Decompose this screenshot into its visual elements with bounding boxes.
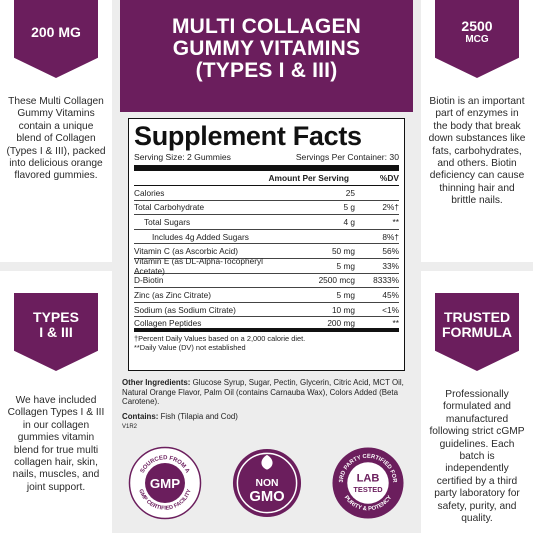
nutrient-dv: 45% [382,289,399,300]
trusted-badge-line2: FORMULA [442,324,512,340]
nutrient-amount: 2500 mcg [318,275,355,286]
facts-rows: Calories 25 Total Carbohydrate 5 g 2%† Total … [134,186,399,332]
trusted-formula-badge: TRUSTED FORMULA [435,293,519,371]
nutrient-name: D-Biotin [134,275,164,286]
right-bottom-panel: TRUSTED FORMULA Professionally formulate… [421,271,533,533]
other-ingredients: Other Ingredients: Glucose Syrup, Sugar,… [122,378,410,433]
biotin-badge-unit: MCG [465,34,489,45]
footnote-dv: †Percent Daily Values based on a 2,000 c… [134,333,306,343]
serving-size: Serving Size: 2 Gummies [134,152,231,162]
nutrient-amount: 5 mg [336,260,355,271]
contains-label: Contains: [122,411,159,421]
nutrient-name: Vitamin E (as DL-Alpha-Tocopheryl Acetat… [134,255,263,276]
biotin-badge: 2500 MCG [435,0,519,78]
nutrient-name: Zinc (as Zinc Citrate) [134,289,211,300]
servings-per-container: Servings Per Container: 30 [295,152,399,162]
facts-footnote: †Percent Daily Values based on a 2,000 c… [134,332,399,352]
other-ingredients-label: Other Ingredients: [122,378,191,387]
facts-row: Total Sugars 4 g ** [134,215,399,230]
facts-row: Zinc (as Zinc Citrate) 5 mg 45% [134,288,399,303]
nutrient-name: Total Carbohydrate [134,202,205,213]
serving-info: Serving Size: 2 Gummies Servings Per Con… [134,151,399,171]
nutrient-amount: 10 mg [331,304,355,315]
product-title: MULTI COLLAGEN GUMMY VITAMINS (TYPES I &… [120,0,413,112]
non-gmo-line2: GMO [249,489,284,505]
facts-title: Supplement Facts [134,121,362,151]
nutrient-dv: 33% [382,260,399,271]
types-description: We have included Collagen Types I & III … [7,395,105,493]
biotin-badge-amount: 2500 [461,18,493,34]
right-top-panel: 2500 MCG Biotin is an important part of … [421,0,533,262]
nutrient-amount: 50 mg [331,246,355,257]
title-line2: GUMMY VITAMINS [172,37,361,60]
non-gmo-badge: NON GMO [232,448,302,518]
types-badge-line2: I & III [39,324,73,340]
nutrient-dv: ** [392,216,399,227]
supplement-facts-panel: Supplement Facts Serving Size: 2 Gummies… [128,118,405,371]
footnote-not-established: **Daily Value (DV) not established [134,342,246,352]
dosage-badge: 200 MG [14,0,98,78]
non-gmo-line1: NON [255,478,278,489]
certification-badges: SOURCED FROM A GMP CERTIFIED FACILITY GM… [126,446,408,526]
dv-column-header: %DV [379,173,399,183]
nutrient-dv: 2%† [382,202,399,213]
facts-row: Collagen Peptides 200 mg ** [134,317,399,332]
facts-row: Vitamin E (as DL-Alpha-Tocopheryl Acetat… [134,255,399,276]
facts-row: Calories 25 [134,186,399,201]
facts-row: Vitamin C (as Ascorbic Acid) 50 mg 56% [134,244,399,259]
nutrient-name: Collagen Peptides [134,317,202,328]
nutrient-amount: 5 mg [336,289,355,300]
nutrient-dv: ** [392,317,399,328]
types-badge: TYPES I & III [14,293,98,371]
lab-tested-badge: 3RD PARTY CERTIFIED FOR PURITY & POTENCY… [332,447,404,519]
facts-column-header: Amount Per Serving %DV [134,171,399,186]
version-code: V1R2 [122,424,138,431]
types-badge-line1: TYPES [33,309,79,325]
facts-row: Total Carbohydrate 5 g 2%† [134,201,399,216]
formula-description: Professionally formulated and manufactur… [429,389,525,525]
facts-row: Includes 4g Added Sugars 8%† [134,230,399,245]
nutrient-dv: 8333% [373,275,399,286]
nutrient-amount: 200 mg [327,317,355,328]
contains-text: Fish (Tilapia and Cod) [158,411,238,421]
facts-row: Sodium (as Sodium Citrate) 10 mg <1% [134,303,399,318]
nutrient-amount: 4 g [343,216,355,227]
amount-column-header: Amount Per Serving [268,173,349,183]
biotin-description: Biotin is an important part of enzymes i… [428,96,526,207]
nutrient-dv: 8%† [382,231,399,242]
left-top-panel: 200 MG These Multi Collagen Gummy Vitami… [0,0,112,262]
trusted-badge-line1: TRUSTED [443,309,511,325]
nutrient-dv: <1% [382,304,399,315]
gmp-badge: SOURCED FROM A GMP CERTIFIED FACILITY GM… [128,446,202,520]
nutrient-name: Total Sugars [144,216,191,227]
nutrient-dv: 56% [382,246,399,257]
title-line3: (TYPES I & III) [195,59,338,82]
nutrient-name: Includes 4g Added Sugars [152,231,249,242]
left-bottom-panel: TYPES I & III We have included Collagen … [0,271,112,533]
other-ingredients-text: Glucose Syrup, Sugar, Pectin, Glycerin, … [122,378,404,407]
nutrient-name: Calories [134,187,165,198]
title-line1: MULTI COLLAGEN [171,15,362,38]
gmp-text: GMP [150,476,180,491]
nutrient-amount: 25 [345,187,355,198]
lab-text: LAB [357,473,380,485]
dosage-badge-text: 200 MG [31,23,81,40]
nutrient-amount: 5 g [343,202,355,213]
nutrient-name: Vitamin C (as Ascorbic Acid) [134,246,239,257]
tested-text: TESTED [353,485,383,494]
leaf-icon [261,454,273,470]
facts-row: D-Biotin 2500 mcg 8333% [134,274,399,289]
nutrient-name: Sodium (as Sodium Citrate) [134,304,236,315]
collagen-description: These Multi Collagen Gummy Vitamins cont… [6,96,106,182]
